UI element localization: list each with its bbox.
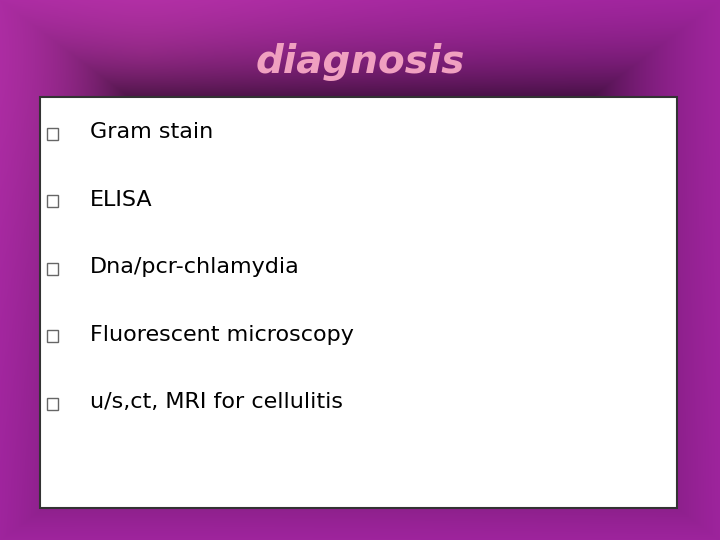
Text: Gram stain: Gram stain xyxy=(90,122,213,143)
Text: ELISA: ELISA xyxy=(90,190,153,210)
Bar xyxy=(47,398,58,410)
Text: u/s,ct, MRI for cellulitis: u/s,ct, MRI for cellulitis xyxy=(90,392,343,413)
Bar xyxy=(47,195,58,207)
Text: diagnosis: diagnosis xyxy=(256,43,464,81)
Bar xyxy=(47,128,58,140)
Text: Fluorescent microscopy: Fluorescent microscopy xyxy=(90,325,354,345)
FancyBboxPatch shape xyxy=(40,97,677,508)
Bar xyxy=(47,263,58,275)
Text: Dna/pcr-chlamydia: Dna/pcr-chlamydia xyxy=(90,257,300,278)
Bar xyxy=(47,330,58,342)
